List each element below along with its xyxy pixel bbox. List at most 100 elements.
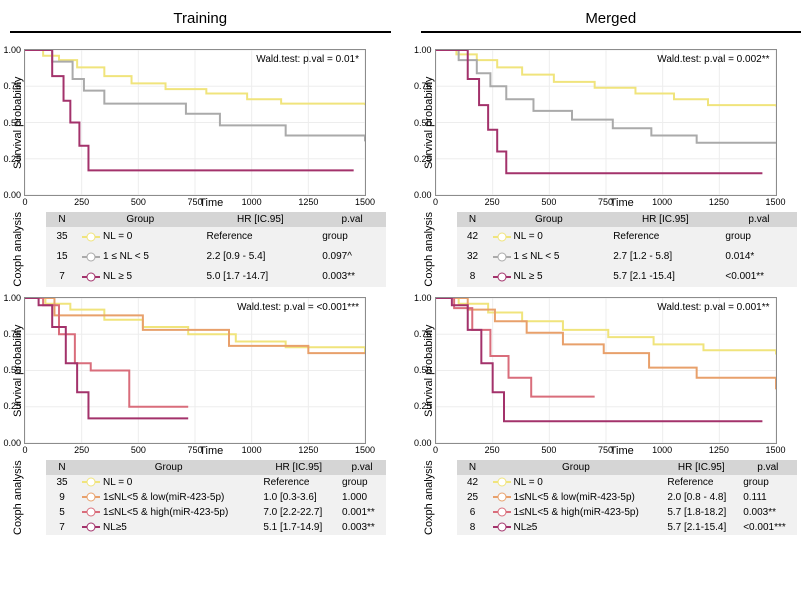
table-header: N [457,212,489,227]
x-tick-label: 0 [433,197,438,207]
y-tick-label: 0.50 [414,118,432,128]
cell-hr: 2.7 [1.2 - 5.8] [609,247,721,267]
cell-group: 1≤NL<5 & high(miR-423-5p) [78,505,259,520]
table-row: 321 ≤ NL < 52.7 [1.2 - 5.8]0.014* [457,247,797,267]
cell-n: 9 [46,490,78,505]
wald-test-label: Wald.test: p.val = <0.001*** [237,302,359,313]
cell-hr: 5.7 [2.1-15.4] [663,520,739,535]
group-label: NL = 0 [103,231,132,242]
cell-pval: group [739,475,796,490]
group-label: 1≤NL<5 & high(miR-423-5p) [514,507,639,518]
y-tick-label: 1.00 [414,45,432,55]
cell-group: NL = 0 [489,475,664,490]
y-tick-label: 0.25 [3,154,21,164]
panel-top-right: Survival probability0.000.250.500.751.00… [421,49,802,287]
km-curve [25,298,188,407]
cell-pval: group [318,227,386,247]
x-tick-label: 0 [433,445,438,455]
km-curve [436,298,762,421]
table-row: 35NL = 0Referencegroup [46,475,386,490]
table-header: HR [IC.95] [259,460,338,475]
y-tick-label: 1.00 [3,45,21,55]
coxph-table: NGroupHR [IC.95]p.val35NL = 0Referencegr… [46,460,386,535]
x-tick-label: 1250 [709,445,729,455]
cell-group: 1 ≤ NL < 5 [78,247,202,267]
cell-group: NL = 0 [78,475,259,490]
cell-pval: 0.014* [721,247,796,267]
cell-hr: 1.0 [0.3-3.6] [259,490,338,505]
cell-n: 35 [46,227,78,247]
km-curve [436,50,762,173]
km-chart: 0.000.250.500.751.0002505007501000125015… [435,49,777,196]
y-tick-label: 0.00 [3,190,21,200]
group-label: NL≥5 [103,522,127,533]
table-header: p.val [318,212,386,227]
table-header: N [46,212,78,227]
coxph-table: NGroupHR [IC.95]p.val42NL = 0Referencegr… [457,212,797,287]
y-tick-label: 0.25 [414,154,432,164]
table-header: HR [IC.95] [609,212,721,227]
x-tick-label: 1250 [298,445,318,455]
cell-group: NL≥5 [489,520,664,535]
cell-n: 5 [46,505,78,520]
cell-pval: 0.003** [739,505,796,520]
x-tick-label: 0 [22,197,27,207]
group-label: NL = 0 [514,477,543,488]
x-tick-label: 1000 [242,197,262,207]
x-tick-label: 250 [485,197,500,207]
group-label: NL = 0 [103,477,132,488]
cell-n: 7 [46,267,78,287]
table-row: 151 ≤ NL < 52.2 [0.9 - 5.4]0.097^ [46,247,386,267]
cell-hr: Reference [202,227,318,247]
x-tick-label: 1000 [652,445,672,455]
table-row: 7NL≥55.1 [1.7-14.9]0.003** [46,520,386,535]
cell-group: 1≤NL<5 & low(miR-423-5p) [489,490,664,505]
table-header: N [46,460,78,475]
cell-hr: 7.0 [2.2-22.7] [259,505,338,520]
cell-n: 32 [457,247,489,267]
cell-n: 8 [457,267,489,287]
cell-hr: Reference [663,475,739,490]
cell-group: NL = 0 [78,227,202,247]
y-tick-label: 0.00 [3,438,21,448]
x-tick-label: 0 [22,445,27,455]
cell-group: NL≥5 [78,520,259,535]
group-label: NL ≥ 5 [103,271,132,282]
km-chart: 0.000.250.500.751.0002505007501000125015… [435,297,777,444]
x-tick-label: 750 [187,445,202,455]
cell-hr: 5.0 [1.7 -14.7] [202,267,318,287]
table-header: p.val [739,460,796,475]
y-tick-label: 1.00 [414,293,432,303]
coxph-table: NGroupHR [IC.95]p.val42NL = 0Referencegr… [457,460,797,535]
cell-n: 42 [457,475,489,490]
x-tick-label: 1000 [652,197,672,207]
figure-grid: Training Merged Survival probability0.00… [10,10,801,535]
x-tick-label: 500 [541,445,556,455]
table-row: 8NL≥55.7 [2.1-15.4]<0.001*** [457,520,797,535]
cell-pval: 0.111 [739,490,796,505]
cell-n: 7 [46,520,78,535]
x-tick-label: 500 [131,445,146,455]
table-header: p.val [338,460,386,475]
cell-group: 1 ≤ NL < 5 [489,247,610,267]
cell-n: 8 [457,520,489,535]
cell-n: 25 [457,490,489,505]
panel-bot-right: Survival probability0.000.250.500.751.00… [421,297,802,535]
table-row: 61≤NL<5 & high(miR-423-5p)5.7 [1.8-18.2]… [457,505,797,520]
coxph-side-label: Coxph analysis [10,460,24,535]
table-header: Group [489,460,664,475]
wald-test-label: Wald.test: p.val = 0.001** [657,302,769,313]
cell-pval: 1.000 [338,490,386,505]
cell-n: 15 [46,247,78,267]
table-header: Group [78,212,202,227]
cell-n: 42 [457,227,489,247]
y-tick-label: 0.00 [414,190,432,200]
y-tick-label: 0.50 [3,365,21,375]
cell-group: 1≤NL<5 & high(miR-423-5p) [489,505,664,520]
cell-n: 35 [46,475,78,490]
cell-group: NL = 0 [489,227,610,247]
group-label: 1 ≤ NL < 5 [103,251,149,262]
table-header: HR [IC.95] [663,460,739,475]
cell-pval: group [338,475,386,490]
group-label: 1≤NL<5 & low(miR-423-5p) [514,492,635,503]
